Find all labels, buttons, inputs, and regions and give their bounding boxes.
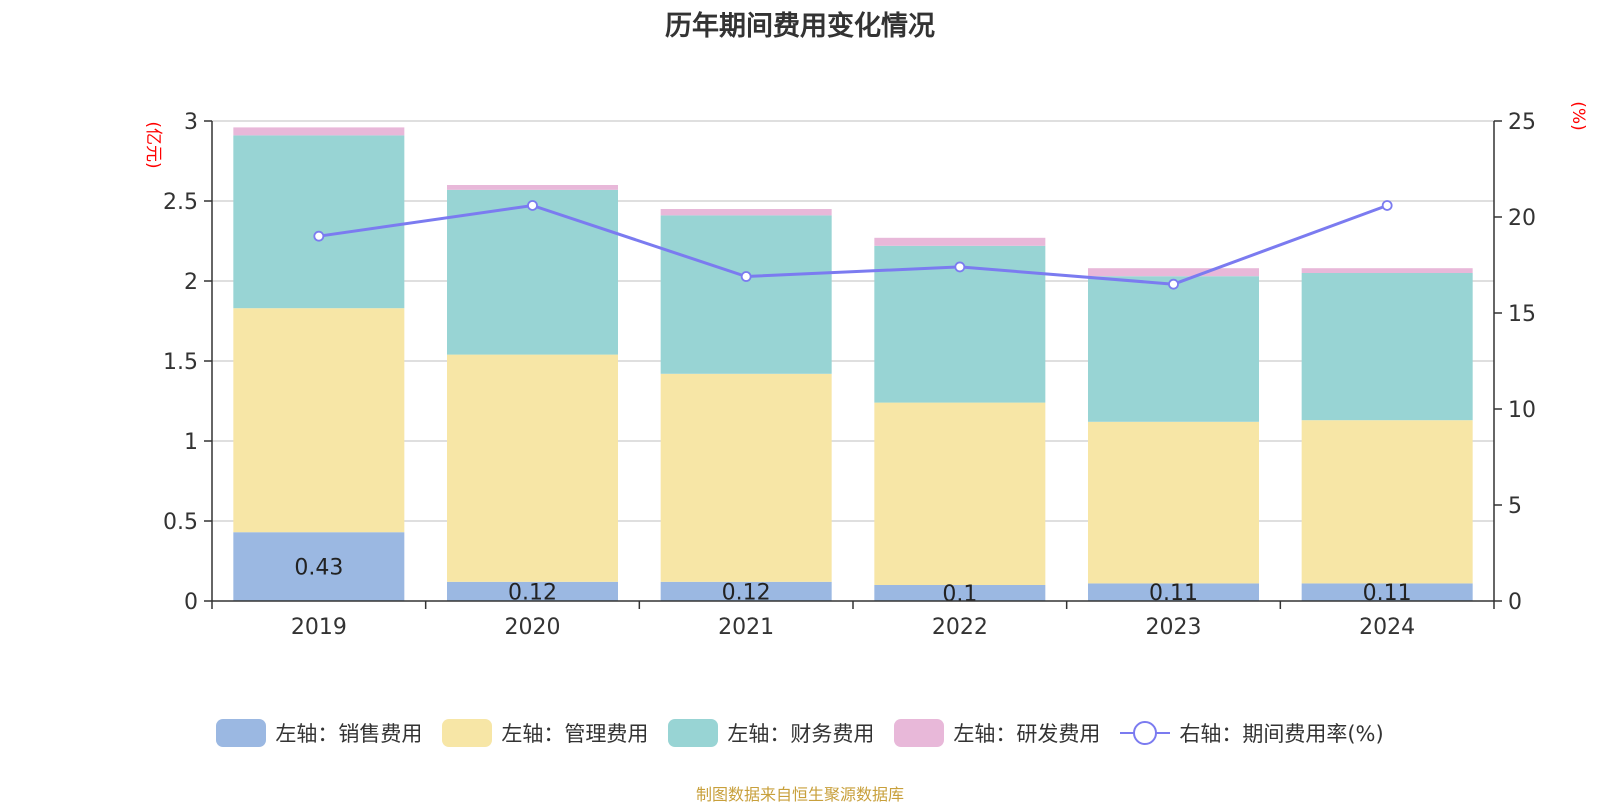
rate-point (740, 271, 752, 282)
bar-segment (874, 585, 1046, 601)
left-axis-unit: (亿元) (143, 121, 163, 168)
right-axis-tick-label: 20 (1508, 206, 1536, 231)
rate-point (527, 200, 538, 211)
bar-segment (660, 581, 832, 601)
legend-label-rd: 左轴：研发费用 (953, 722, 1101, 746)
bar-segment (1088, 268, 1259, 277)
bar-segment (447, 189, 618, 355)
bar-data-label: 0.1 (942, 582, 977, 607)
x-axis-tick-label: 2023 (1146, 615, 1202, 640)
left-axis-tick-label: 3 (184, 110, 198, 135)
legend-swatch-sales (216, 719, 267, 747)
rate-point (313, 230, 325, 242)
bar-data-label: 0.11 (1363, 581, 1412, 606)
bar-segment (233, 308, 405, 533)
legend-item-admin[interactable]: 左轴：管理费用 (442, 718, 648, 748)
rate-point (954, 261, 966, 273)
right-axis-tick-label: 10 (1508, 398, 1536, 423)
legend-swatch-rate (1120, 719, 1171, 747)
left-axis-tick-label: 1.5 (163, 350, 198, 375)
bar-segment (874, 402, 1046, 585)
bar-segment (1088, 276, 1259, 422)
legend-swatch-admin (442, 719, 493, 747)
legend-swatch-rd (894, 719, 945, 747)
bar-data-label: 0.43 (294, 556, 343, 581)
rate-line (318, 203, 1388, 286)
bar-segment (660, 373, 832, 582)
bar-segment (660, 215, 832, 374)
bar-segment (1088, 583, 1259, 601)
bar-segment (233, 135, 405, 309)
bar-segment (874, 237, 1046, 246)
left-axis-tick-label: 2.5 (163, 190, 198, 215)
bar-segment (447, 185, 618, 190)
bar-segment (1301, 273, 1473, 421)
rate-point (1168, 278, 1179, 290)
legend-item-rate[interactable]: 右轴：期间费用率(%) (1120, 718, 1384, 748)
x-axis-tick-label: 2022 (932, 615, 988, 640)
x-axis-tick-label: 2020 (505, 615, 561, 640)
x-axis-tick-label: 2021 (718, 615, 774, 640)
x-axis-tick-label: 2024 (1359, 615, 1415, 640)
bar-segment (1301, 420, 1473, 584)
legend-label-sales: 左轴：销售费用 (275, 722, 423, 746)
left-axis-tick-label: 1 (184, 430, 198, 455)
legend-label-admin: 左轴：管理费用 (501, 722, 649, 746)
left-axis-tick-label: 0 (184, 590, 198, 615)
right-axis-tick-label: 0 (1508, 590, 1522, 615)
bar-segment (660, 209, 832, 216)
line-series-group (313, 200, 1393, 290)
legend-swatch-finance (668, 719, 719, 747)
rate-point (1381, 200, 1393, 211)
bar-segment (1301, 268, 1473, 273)
bar-segment (233, 127, 405, 136)
bar-group (233, 127, 1473, 601)
bar-segment (1088, 421, 1259, 584)
legend: 左轴：销售费用 左轴：管理费用 左轴：财务费用 左轴：研发费用 右轴：期间费用率… (0, 718, 1600, 748)
left-axis-tick-label: 2 (184, 270, 198, 295)
legend-item-rd[interactable]: 左轴：研发费用 (894, 718, 1100, 748)
grid-lines (212, 120, 1494, 522)
bar-segment (233, 532, 405, 601)
right-axis-tick-label: 15 (1508, 302, 1536, 327)
right-axis-tick-label: 5 (1508, 494, 1522, 519)
x-axis-tick-label: 2019 (291, 615, 347, 640)
legend-item-sales[interactable]: 左轴：销售费用 (216, 718, 422, 748)
bar-segment (447, 354, 618, 582)
bar-data-label: 0.11 (1149, 581, 1198, 606)
right-axis-tick-label: 25 (1508, 110, 1536, 135)
right-axis-unit: (%) (1568, 101, 1588, 130)
source-note: 制图数据来自恒生聚源数据库 (695, 785, 904, 804)
legend-label-rate: 右轴：期间费用率(%) (1179, 722, 1384, 746)
bar-segment (447, 581, 618, 601)
bar-segment (1301, 583, 1473, 601)
chart-title: 历年期间费用变化情况 (665, 11, 935, 42)
axes-group: 0 0.5 1 1.5 2 2.5 3 0 5 10 15 20 25 2019 2020 2021 2022 2… (163, 110, 1536, 640)
left-axis-tick-label: 0.5 (163, 510, 198, 535)
legend-label-finance: 左轴：财务费用 (727, 722, 875, 746)
legend-item-finance[interactable]: 左轴：财务费用 (668, 718, 874, 748)
